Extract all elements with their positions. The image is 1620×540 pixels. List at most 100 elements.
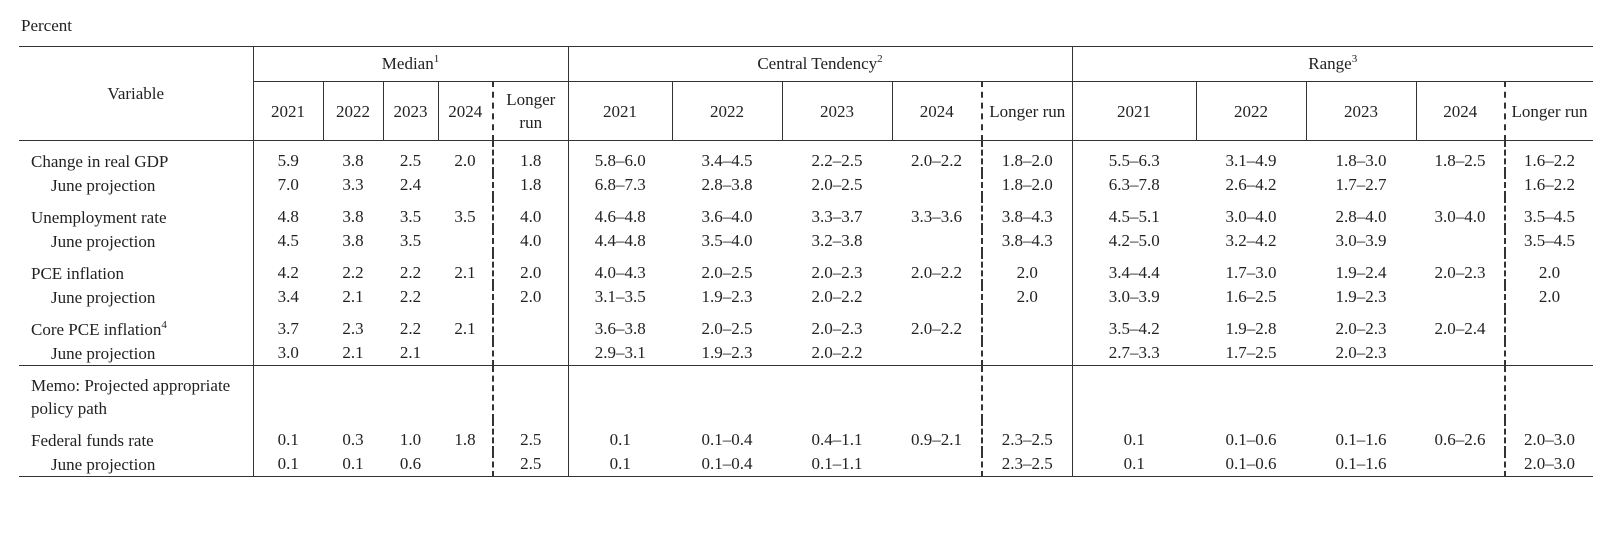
value-cell: 1.9–2.3 [701, 287, 753, 306]
value-cell [1505, 366, 1593, 421]
value-cell [253, 366, 323, 421]
value-cell: 1.6–2.5 [1225, 287, 1277, 306]
value-cell: 2.1 [438, 253, 494, 285]
group-label: Central Tendency [757, 54, 878, 73]
value-cell [438, 285, 494, 309]
value-cell: 2.3–2.5 [982, 420, 1073, 452]
value-cell: 3.4–4.4 [1108, 263, 1160, 282]
value-cell: 4.2–5.0 [1108, 231, 1160, 250]
header-row: Variable Median1 Central Tendency2 Range3 [19, 46, 1593, 141]
value-cell: 0.1–0.6 [1225, 454, 1277, 473]
value-cell: 1.8 [493, 140, 569, 173]
value-cell: 3.7 [277, 319, 299, 338]
value-cell: 1.0 [399, 430, 422, 449]
value-cell: 2.0 [493, 285, 569, 309]
value-cell [438, 173, 494, 197]
row-label: June projection [19, 285, 254, 309]
value-cell: 3.5 [399, 231, 422, 250]
value-cell: 3.3 [342, 175, 364, 194]
value-cell: 3.5–4.0 [701, 231, 753, 250]
row-label: June projection [19, 173, 254, 197]
value-cell: 3.8 [342, 207, 364, 226]
row-label-text: Unemployment rate [31, 207, 167, 227]
value-cell [1416, 452, 1506, 477]
value-cell: 2.7–3.3 [1108, 343, 1160, 362]
data-row: June projection 7.0 3.3 2.4 1.8 6.8–7.3 2.8–3.… [19, 173, 1593, 197]
value-cell: 0.1–0.4 [701, 454, 753, 473]
value-cell: 1.8 [438, 420, 494, 452]
row-label: June projection [19, 229, 254, 253]
value-cell [323, 366, 383, 421]
value-cell: 1.8 [493, 173, 569, 197]
value-cell: 0.1 [609, 454, 631, 473]
value-cell: 2.1 [438, 309, 494, 341]
value-cell: 1.6–2.2 [1524, 175, 1575, 194]
year-header: 2023 [782, 81, 893, 141]
value-cell: 0.3 [342, 430, 364, 449]
value-cell: 3.0–3.9 [1108, 287, 1160, 306]
value-cell: 4.8 [277, 207, 299, 226]
value-cell: 2.0 [1538, 263, 1561, 282]
value-cell: 3.3–3.6 [892, 197, 983, 229]
value-cell [1072, 366, 1196, 421]
value-cell: 2.2 [399, 319, 422, 338]
value-cell: 2.0–2.5 [811, 175, 863, 194]
value-cell: 0.1 [609, 430, 631, 449]
value-cell: 2.2–2.5 [811, 151, 863, 170]
year-header: 2023 [383, 81, 439, 141]
value-cell: 2.0–2.3 [1416, 253, 1506, 285]
value-cell [493, 341, 569, 366]
value-cell: 3.0–4.0 [1225, 207, 1277, 226]
value-cell [782, 366, 892, 421]
group-header: Median1 [253, 46, 569, 82]
value-cell: 0.4–1.1 [811, 430, 863, 449]
year-header: 2023 [1306, 81, 1417, 141]
value-cell [892, 365, 983, 420]
row-label: Unemployment rate [19, 197, 254, 229]
value-cell: 3.3–3.7 [811, 207, 863, 226]
value-cell: 2.0–2.2 [892, 140, 983, 173]
footnote-marker: 2 [877, 53, 883, 65]
value-cell: 2.0 [1538, 287, 1561, 306]
year-header: 2022 [323, 81, 384, 141]
value-cell: 3.4–4.5 [701, 151, 753, 170]
value-cell: 2.3–2.5 [982, 452, 1073, 477]
value-cell: 3.0 [277, 343, 299, 362]
value-cell [568, 366, 672, 421]
value-cell: 0.1–0.4 [701, 430, 753, 449]
value-cell: 0.1 [277, 430, 299, 449]
value-cell: 0.1 [342, 454, 364, 473]
value-cell [982, 309, 1073, 341]
year-header: 2024 [438, 81, 494, 141]
value-cell: 2.9–3.1 [594, 343, 646, 362]
year-header: 2021 [1072, 81, 1197, 141]
value-cell: 2.2 [342, 263, 364, 282]
value-cell [892, 173, 983, 197]
value-cell: 3.4 [277, 287, 299, 306]
value-cell: 2.1 [342, 287, 364, 306]
value-cell: 0.6 [399, 454, 422, 473]
row-label: Federal funds rate [19, 420, 254, 452]
value-cell: 2.0–2.5 [701, 263, 753, 282]
value-cell [1505, 341, 1593, 366]
value-cell: 1.7–3.0 [1225, 263, 1277, 282]
value-cell: 3.5 [438, 197, 494, 229]
data-row: Federal funds rate 0.1 0.3 1.0 1.8 2.5 0.1 0.1–… [19, 420, 1593, 452]
value-cell [1196, 366, 1306, 421]
value-cell [1505, 309, 1593, 341]
value-cell: 4.0–4.3 [594, 263, 646, 282]
value-cell: 2.0–2.2 [892, 253, 983, 285]
value-cell [892, 285, 983, 309]
value-cell: 2.0 [438, 140, 494, 173]
data-row: PCE inflation 4.2 2.2 2.2 2.1 2.0 4.0–4.3 2.0–2… [19, 253, 1593, 285]
value-cell: 2.5 [399, 151, 422, 170]
value-cell: 3.5–4.2 [1108, 319, 1160, 338]
value-cell: 4.5–5.1 [1108, 207, 1160, 226]
value-cell: 2.0 [493, 253, 569, 285]
value-cell: 3.5–4.5 [1524, 207, 1575, 226]
value-cell: 0.9–2.1 [892, 420, 983, 452]
value-cell: 2.0–2.3 [1335, 319, 1387, 338]
value-cell: 2.5 [493, 420, 569, 452]
value-cell: 2.8–4.0 [1335, 207, 1387, 226]
footnote-marker: 4 [161, 318, 167, 331]
